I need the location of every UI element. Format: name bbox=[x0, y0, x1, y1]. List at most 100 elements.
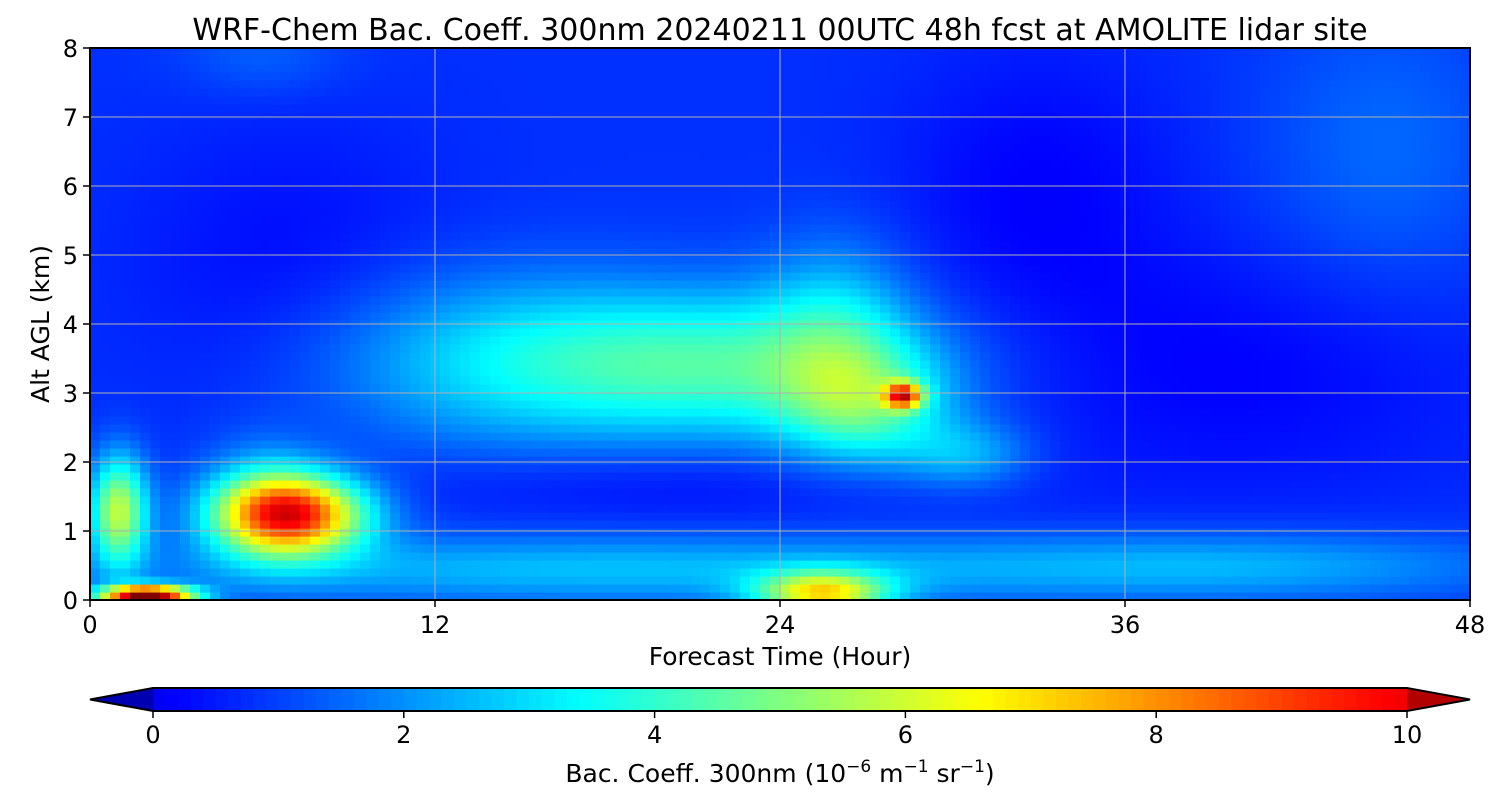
heatmap-cell bbox=[340, 224, 351, 233]
heatmap-cell bbox=[240, 120, 251, 129]
heatmap-cell bbox=[340, 304, 351, 313]
heatmap-cell bbox=[590, 440, 601, 449]
heatmap-cell bbox=[370, 248, 381, 257]
heatmap-cell bbox=[460, 264, 471, 273]
heatmap-cell bbox=[250, 568, 261, 577]
heatmap-cell bbox=[340, 528, 351, 537]
heatmap-cell bbox=[110, 272, 121, 281]
heatmap-cell bbox=[400, 424, 411, 433]
heatmap-cell bbox=[760, 128, 771, 137]
heatmap-cell bbox=[730, 368, 741, 377]
heatmap-cell bbox=[720, 416, 731, 425]
heatmap-cell bbox=[280, 96, 291, 105]
heatmap-cell bbox=[640, 104, 651, 113]
heatmap-cell bbox=[650, 456, 661, 465]
heatmap-cell bbox=[320, 424, 331, 433]
heatmap-cell bbox=[680, 272, 691, 281]
heatmap-cell bbox=[660, 576, 671, 585]
heatmap-cell bbox=[710, 288, 721, 297]
heatmap-cell bbox=[240, 592, 251, 601]
heatmap-cell bbox=[480, 584, 491, 593]
heatmap-cell bbox=[660, 392, 671, 401]
heatmap-cell bbox=[410, 488, 421, 497]
heatmap-cell bbox=[800, 432, 811, 441]
heatmap-cell bbox=[440, 112, 451, 121]
heatmap-cell bbox=[540, 424, 551, 433]
heatmap-cell bbox=[810, 480, 821, 489]
heatmap-cell bbox=[810, 576, 821, 585]
heatmap-cell bbox=[400, 456, 411, 465]
heatmap-cell bbox=[460, 488, 471, 497]
heatmap-cell bbox=[720, 472, 731, 481]
heatmap-cell bbox=[690, 408, 701, 417]
heatmap-cell bbox=[310, 200, 321, 209]
heatmap-cell bbox=[750, 448, 761, 457]
heatmap-cell bbox=[350, 408, 361, 417]
heatmap-cell bbox=[570, 208, 581, 217]
heatmap-cell bbox=[280, 200, 291, 209]
heatmap-cell bbox=[660, 64, 671, 73]
heatmap-cell bbox=[90, 240, 101, 249]
heatmap-cell bbox=[510, 408, 521, 417]
heatmap-cell bbox=[520, 128, 531, 137]
heatmap-cell bbox=[170, 376, 181, 385]
heatmap-cell bbox=[590, 536, 601, 545]
heatmap-cell bbox=[780, 520, 791, 529]
heatmap-cell bbox=[500, 360, 511, 369]
heatmap-cell bbox=[590, 488, 601, 497]
heatmap-cell bbox=[540, 584, 551, 593]
heatmap-cell bbox=[730, 120, 741, 129]
heatmap-cell bbox=[730, 160, 741, 169]
heatmap-cell bbox=[370, 520, 381, 529]
heatmap-cell bbox=[580, 104, 591, 113]
heatmap-cell bbox=[300, 480, 311, 489]
heatmap-cell bbox=[750, 240, 761, 249]
heatmap-cell bbox=[330, 376, 341, 385]
heatmap-cell bbox=[600, 328, 611, 337]
heatmap-cell bbox=[620, 536, 631, 545]
heatmap-cell bbox=[530, 544, 541, 553]
heatmap-cell bbox=[540, 440, 551, 449]
heatmap-cell bbox=[460, 200, 471, 209]
heatmap-cell bbox=[500, 128, 511, 137]
heatmap-cell bbox=[380, 288, 391, 297]
heatmap-cell bbox=[210, 472, 221, 481]
heatmap-cell bbox=[740, 160, 751, 169]
heatmap-cell bbox=[660, 272, 671, 281]
heatmap-cell bbox=[680, 352, 691, 361]
heatmap-cell bbox=[220, 216, 231, 225]
heatmap-cell bbox=[520, 240, 531, 249]
heatmap-cell bbox=[630, 104, 641, 113]
heatmap-cell bbox=[400, 104, 411, 113]
heatmap-cell bbox=[570, 512, 581, 521]
heatmap-cell bbox=[680, 312, 691, 321]
heatmap-cell bbox=[770, 88, 781, 97]
heatmap-cell bbox=[290, 328, 301, 337]
heatmap-cell bbox=[750, 264, 761, 273]
heatmap-cell bbox=[580, 56, 591, 65]
heatmap-cell bbox=[600, 448, 611, 457]
heatmap-cell bbox=[210, 56, 221, 65]
heatmap-cell bbox=[520, 264, 531, 273]
heatmap-cell bbox=[620, 352, 631, 361]
heatmap-cell bbox=[590, 472, 601, 481]
heatmap-cell bbox=[220, 488, 231, 497]
heatmap-cell bbox=[270, 56, 281, 65]
heatmap-cell bbox=[260, 88, 271, 97]
heatmap-cell bbox=[690, 576, 701, 585]
heatmap-cell bbox=[160, 256, 171, 265]
heatmap-cell bbox=[440, 352, 451, 361]
heatmap-cell bbox=[790, 488, 801, 497]
heatmap-cell bbox=[690, 224, 701, 233]
heatmap-cell bbox=[610, 368, 621, 377]
heatmap-cell bbox=[510, 192, 521, 201]
heatmap-cell bbox=[250, 232, 261, 241]
heatmap-cell bbox=[540, 224, 551, 233]
heatmap-cell bbox=[200, 560, 211, 569]
heatmap-cell bbox=[790, 360, 801, 369]
heatmap-cell bbox=[90, 232, 101, 241]
heatmap-cell bbox=[610, 552, 621, 561]
heatmap-cell bbox=[390, 264, 401, 273]
heatmap-cell bbox=[620, 280, 631, 289]
heatmap-cell bbox=[190, 520, 201, 529]
